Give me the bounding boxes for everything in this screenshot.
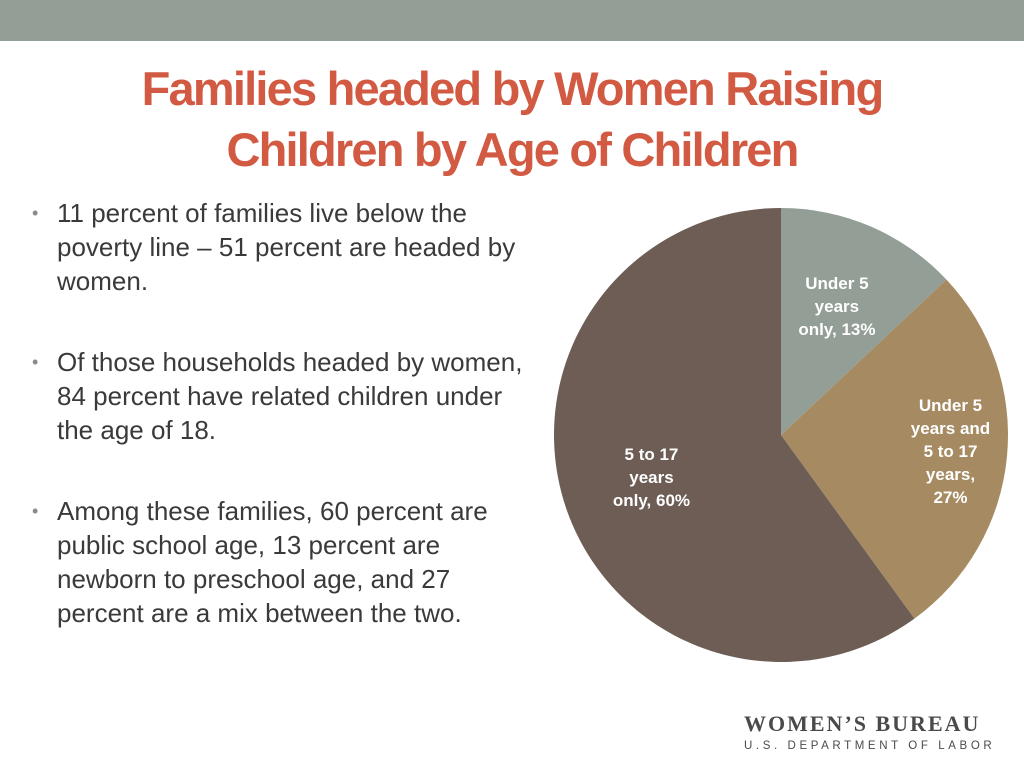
bullet-dot-icon: • [32,203,39,223]
pie-label-line: only, 13% [798,320,875,339]
pie-chart: Under 5 years only, 13% Under 5 years and 5 t… [553,208,1008,662]
bullet-item: • 11 percent of families live below the … [32,196,542,298]
pie-slice [781,279,1008,619]
pie-slice [553,208,915,662]
pie-label-line: 27% [933,488,967,507]
bullet-text: 11 percent of families live below the po… [57,198,516,296]
logo-title: WOMEN’S BUREAU [744,711,981,736]
bullet-list: • 11 percent of families live below the … [32,196,542,677]
pie-label-line: years [815,297,859,316]
pie-label-line: years [629,468,673,487]
top-banner-bar [0,0,1024,41]
pie-label-line: Under 5 [919,396,982,415]
bullet-item: • Of those households headed by women, 8… [32,345,542,447]
pie-label-line: years, [926,465,975,484]
bullet-item: • Among these families, 60 percent are p… [32,494,542,630]
title-line-2: Children by Age of Children [226,123,799,176]
pie-label-line: years and [911,419,990,438]
bullet-dot-icon: • [32,501,39,521]
pie-slice-label: Under 5 years only, 13% [798,274,875,339]
bullet-text: Of those households headed by women, 84 … [57,347,523,445]
pie-label-line: 5 to 17 [924,442,978,461]
pie-slice [781,208,947,435]
pie-label-line: Under 5 [805,274,868,293]
pie-slice-label: 5 to 17 years only, 60% [613,445,690,510]
pie-slice-label: Under 5 years and 5 to 17 years, 27% [911,396,990,507]
slide-title: Families headed by Women Raising Childre… [0,58,1024,180]
logo-subtitle: U.S. DEPARTMENT OF LABOR [744,740,996,752]
bullet-text: Among these families, 60 percent are pub… [57,496,488,628]
bullet-dot-icon: • [32,352,39,372]
pie-label-line: 5 to 17 [625,445,679,464]
title-line-1: Families headed by Women Raising [141,62,885,115]
pie-label-line: only, 60% [613,491,690,510]
womens-bureau-logo: WOMEN’S BUREAU U.S. DEPARTMENT OF LABOR [744,711,996,752]
